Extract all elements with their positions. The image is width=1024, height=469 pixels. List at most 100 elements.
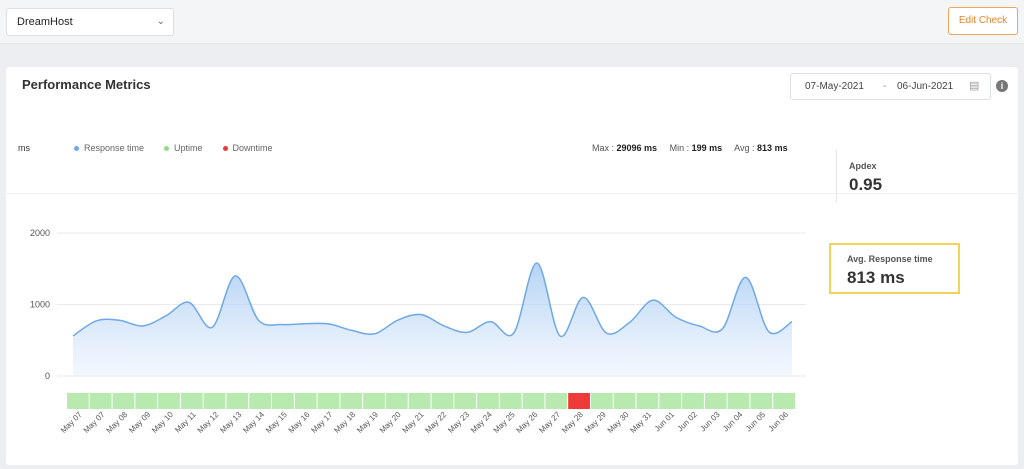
uptime-bar[interactable] [158,393,180,409]
avg-response-panel: Avg. Response time 813 ms [829,243,960,294]
uptime-bar[interactable] [704,393,727,409]
x-tick-label: May 07 [82,410,107,435]
legend-dot-icon [164,146,170,152]
x-tick-label: May 21 [401,410,426,435]
x-tick-label: May 19 [355,410,380,435]
card-title: Performance Metrics [22,77,151,92]
x-tick-label: May 15 [264,410,289,435]
x-tick-label: May 07 [59,410,84,435]
x-tick-label: May 24 [469,410,494,435]
uptime-bar[interactable] [454,393,477,409]
uptime-bar[interactable] [385,393,408,409]
legend-label: Uptime [174,143,203,153]
date-separator: - [883,81,887,92]
min-label: Min : [669,143,690,153]
apdex-label: Apdex [849,161,877,171]
x-tick-label: May 13 [218,410,243,435]
info-icon[interactable]: i [996,80,1008,92]
uptime-bar[interactable] [294,393,317,409]
x-tick-label: Jun 04 [721,410,745,434]
date-range-picker[interactable]: 07-May-2021 - 06-Jun-2021 ▤ [790,73,991,100]
edit-check-button[interactable]: Edit Check [948,7,1018,35]
uptime-bar[interactable] [499,393,522,409]
x-tick-label: May 30 [606,410,631,435]
uptime-bar[interactable] [522,393,545,409]
avg-label: Avg : [734,143,755,153]
x-tick-label: Jun 05 [744,410,768,434]
x-tick-label: May 17 [309,410,334,435]
uptime-bar[interactable] [545,393,568,409]
apdex-value: 0.95 [849,175,883,194]
y-tick-label: 2000 [30,228,50,238]
date-to: 06-Jun-2021 [897,81,954,92]
legend-dot-icon [74,146,79,152]
monitor-select[interactable]: DreamHost ⌄ [6,8,174,36]
uptime-bar[interactable] [89,393,112,409]
uptime-bar[interactable] [636,393,659,409]
x-tick-label: May 08 [104,410,129,435]
x-tick-label: May 09 [127,410,152,435]
chart-legend: Response time Uptime Downtime [74,143,273,153]
divider [6,193,1018,194]
avg-value: 813 ms [757,143,788,153]
response-stats: Max : 29096 ms Min : 199 ms Avg : 813 ms [592,143,788,153]
max-label: Max : [592,143,615,153]
uptime-bar[interactable] [317,393,340,409]
uptime-bar[interactable] [613,393,636,409]
legend-label: Response time [84,143,145,153]
legend-uptime[interactable]: Uptime [164,143,203,153]
uptime-bar[interactable] [112,393,135,409]
uptime-bar[interactable] [67,393,89,409]
avg-response-value: 813 ms [847,268,905,287]
uptime-bar[interactable] [408,393,431,409]
uptime-bar[interactable] [750,393,773,409]
response-line [72,262,793,337]
y-unit-label: ms [18,143,30,153]
y-tick-label: 1000 [30,300,50,310]
uptime-bar[interactable] [249,393,272,409]
uptime-bar[interactable] [727,393,750,409]
legend-response-time[interactable]: Response time [74,143,144,153]
calendar-icon: ▤ [969,80,980,92]
uptime-bar[interactable] [773,393,795,409]
x-tick-label: May 29 [583,410,608,435]
uptime-bar[interactable] [203,393,226,409]
x-tick-label: Jun 03 [698,410,722,434]
monitor-select-value: DreamHost [17,16,73,28]
x-tick-label: May 12 [196,410,221,435]
x-tick-label: May 27 [537,410,562,435]
legend-downtime[interactable]: Downtime [222,143,273,153]
x-tick-label: May 22 [423,410,448,435]
downtime-bar[interactable] [568,393,590,409]
x-tick-label: Jun 02 [676,410,700,434]
uptime-bar[interactable] [477,393,499,409]
legend-label: Downtime [232,143,273,153]
x-tick-label: May 20 [378,410,403,435]
uptime-bar[interactable] [135,393,158,409]
x-tick-label: May 28 [560,410,585,435]
x-tick-label: May 10 [150,410,175,435]
min-value: 199 ms [691,143,723,153]
uptime-bar[interactable] [226,393,249,409]
x-tick-label: May 25 [492,410,517,435]
x-tick-label: May 11 [173,410,198,435]
uptime-bar[interactable] [431,393,454,409]
x-tick-label: May 18 [332,410,357,435]
uptime-bar[interactable] [659,393,682,409]
x-tick-label: Jun 06 [767,410,791,434]
uptime-bar[interactable] [363,393,385,409]
uptime-bar[interactable] [590,393,613,409]
uptime-bar[interactable] [180,393,203,409]
x-tick-label: May 14 [241,410,266,435]
uptime-bar[interactable] [682,393,704,409]
uptime-bar[interactable] [340,393,363,409]
apdex-panel: Apdex 0.95 [836,150,946,202]
x-tick-label: May 23 [446,410,471,435]
date-from: 07-May-2021 [805,81,864,92]
x-tick-label: Jun 01 [653,410,677,434]
max-value: 29096 ms [616,143,658,153]
x-tick-label: May 16 [287,410,312,435]
x-tick-label: May 26 [515,410,540,435]
uptime-bar[interactable] [272,393,294,409]
